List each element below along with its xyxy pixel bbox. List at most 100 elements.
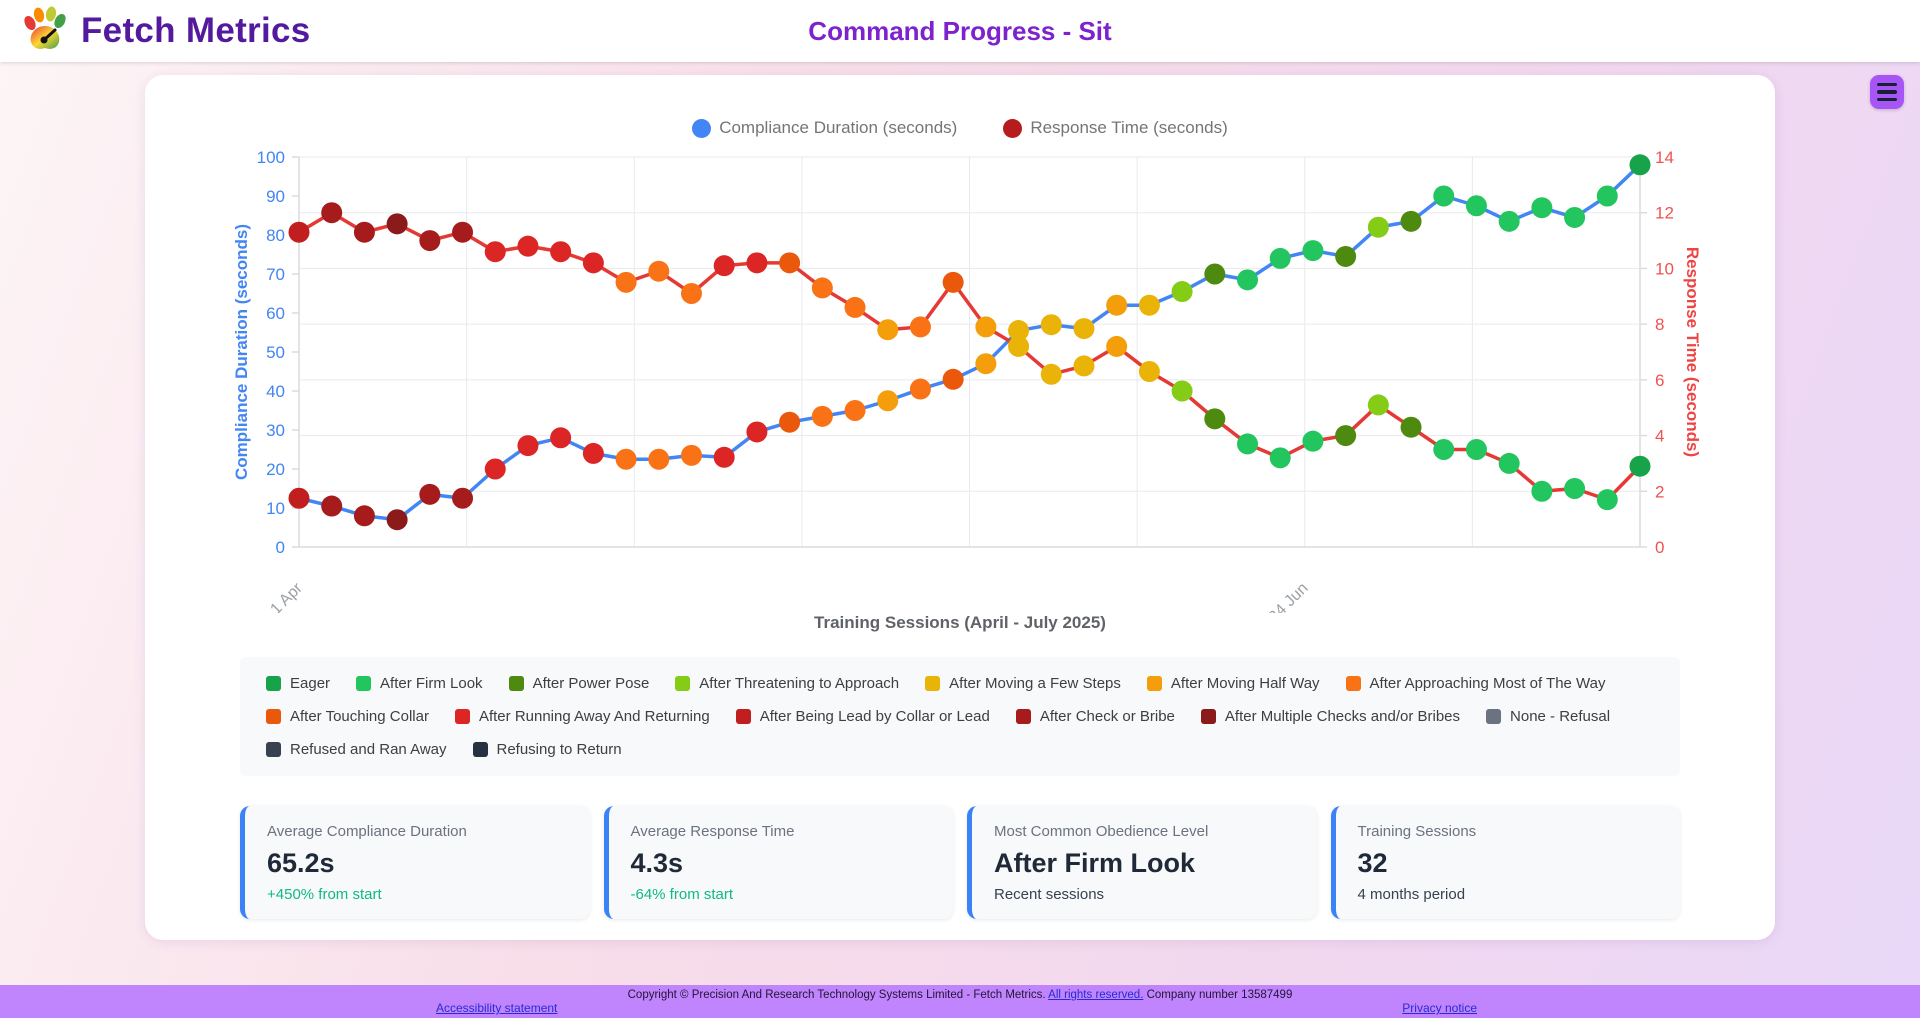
svg-text:4: 4	[1655, 427, 1664, 446]
stat-value: 4.3s	[630, 848, 684, 878]
svg-text:Response Time (seconds): Response Time (seconds)	[1683, 247, 1702, 457]
legend-label: After Running Away And Returning	[478, 708, 710, 725]
stat-card-obedience-level: Most Common Obedience Level After Firm L…	[967, 806, 1317, 919]
legend-label: Compliance Duration (seconds)	[719, 118, 958, 137]
svg-text:100: 100	[257, 148, 285, 167]
svg-text:24 Jun: 24 Jun	[1266, 580, 1312, 613]
legend-swatch-icon	[508, 676, 524, 691]
legend-swatch-icon	[454, 709, 470, 724]
obedience-legend-item[interactable]: Eager	[266, 675, 330, 692]
stat-card-avg-response: Average Response Time 4.3s -64% from sta…	[603, 806, 953, 919]
legend-label: Eager	[290, 675, 331, 692]
obedience-legend-item[interactable]: After Approaching Most of The Way	[1345, 675, 1606, 692]
legend-swatch-icon	[1200, 709, 1216, 724]
footer: Copyright © Precision And Research Techn…	[0, 985, 1920, 1018]
obedience-legend-item[interactable]: After Running Away And Returning	[454, 708, 710, 725]
obedience-legend-item[interactable]: After Firm Look	[356, 675, 483, 692]
obedience-legend-item[interactable]: After Threatening to Approach	[675, 675, 899, 692]
stat-value: 32	[1357, 848, 1388, 878]
brand[interactable]: Fetch Metrics	[22, 6, 311, 57]
svg-text:2: 2	[1655, 482, 1664, 501]
svg-text:8: 8	[1655, 315, 1664, 334]
obedience-legend-item[interactable]: None - Refusal	[1486, 708, 1610, 725]
obedience-legend-item[interactable]: After Power Pose	[508, 675, 650, 692]
legend-swatch-icon	[266, 742, 281, 757]
obedience-legend-item[interactable]: After Check or Bribe	[1015, 708, 1175, 725]
svg-text:30: 30	[266, 421, 285, 440]
legend-label: After Firm Look	[380, 675, 483, 692]
compliance-legend-dot-icon	[692, 118, 712, 138]
obedience-level-legend: Eager After Firm Look After Power Pose Afte…	[240, 657, 1680, 776]
page-background: Compliance Duration (seconds) Response T…	[0, 62, 1920, 985]
svg-text:Compliance Duration (seconds): Compliance Duration (seconds)	[232, 224, 251, 480]
svg-text:12: 12	[1655, 204, 1674, 223]
legend-swatch-icon	[675, 676, 691, 691]
brand-name: Fetch Metrics	[81, 11, 311, 50]
stat-cards-row: Average Compliance Duration 65.2s +450% …	[240, 806, 1680, 919]
response-legend-dot-icon	[1003, 118, 1023, 138]
stat-label: Average Response Time	[630, 823, 795, 840]
stat-label: Most Common Obedience Level	[994, 823, 1209, 840]
legend-item-compliance[interactable]: Compliance Duration (seconds)	[692, 118, 957, 138]
stat-subtext: 4 months period	[1357, 886, 1466, 903]
obedience-legend-item[interactable]: After Being Lead by Collar or Lead	[735, 708, 990, 725]
stat-label: Average Compliance Duration	[267, 823, 467, 840]
legend-label: None - Refusal	[1510, 708, 1611, 725]
svg-text:10: 10	[266, 499, 285, 518]
legend-label: After Approaching Most of The Way	[1369, 675, 1606, 692]
stat-change: -64% from start	[630, 886, 734, 903]
legend-swatch-icon	[356, 676, 372, 691]
stat-subtext: Recent sessions	[994, 886, 1105, 903]
obedience-legend-item[interactable]: After Moving Half Way	[1146, 675, 1320, 692]
content-card: Compliance Duration (seconds) Response T…	[145, 75, 1775, 940]
obedience-legend-item[interactable]: Refused and Ran Away	[266, 741, 447, 758]
all-rights-reserved-link[interactable]: All rights reserved.	[1048, 989, 1144, 1001]
svg-text:10: 10	[1655, 259, 1674, 278]
svg-text:14: 14	[1655, 148, 1674, 167]
obedience-legend-item[interactable]: After Moving a Few Steps	[925, 675, 1121, 692]
svg-text:1 Apr: 1 Apr	[267, 579, 306, 613]
svg-text:90: 90	[266, 187, 285, 206]
svg-text:60: 60	[266, 304, 285, 323]
paw-gauge-logo-icon	[22, 6, 68, 57]
legend-swatch-icon	[1345, 676, 1361, 691]
obedience-legend-item[interactable]: Refusing to Return	[472, 741, 622, 758]
legend-label: After Being Lead by Collar or Lead	[759, 708, 990, 725]
legend-label: After Moving Half Way	[1170, 675, 1320, 692]
legend-swatch-icon	[1015, 709, 1031, 724]
legend-swatch-icon	[735, 709, 751, 724]
legend-item-response[interactable]: Response Time (seconds)	[1003, 118, 1228, 138]
svg-text:0: 0	[276, 538, 285, 557]
legend-label: After Multiple Checks and/or Bribes	[1224, 708, 1461, 725]
legend-swatch-icon	[266, 676, 281, 691]
stat-label: Training Sessions	[1357, 823, 1477, 840]
stat-change: +450% from start	[267, 886, 382, 903]
hamburger-menu-button[interactable]	[1870, 75, 1904, 109]
legend-label: After Power Pose	[532, 675, 650, 692]
privacy-notice-link[interactable]: Privacy notice	[1402, 1001, 1477, 1015]
legend-label: After Moving a Few Steps	[949, 675, 1121, 692]
obedience-legend-item[interactable]: After Touching Collar	[266, 708, 429, 725]
copyright-suffix: Company number 13587499	[1143, 989, 1293, 1001]
legend-label: Refused and Ran Away	[290, 741, 447, 758]
stat-card-avg-compliance: Average Compliance Duration 65.2s +450% …	[240, 806, 590, 919]
accessibility-statement-link[interactable]: Accessibility statement	[436, 1001, 558, 1015]
line-chart-canvas: 0 10 20 30 40 50 60 70 80 90 100 0 2 4 6 8 10 12 14 1 Apr 24…	[232, 148, 1702, 613]
stat-card-training-sessions: Training Sessions 32 4 months period	[1330, 806, 1680, 919]
x-axis-title: Training Sessions (April - July 2025)	[814, 613, 1106, 632]
stat-value: After Firm Look	[994, 848, 1196, 878]
legend-label: Response Time (seconds)	[1030, 118, 1228, 137]
hamburger-icon	[1877, 82, 1897, 87]
legend-label: Refusing to Return	[496, 741, 622, 758]
copyright-prefix: Copyright © Precision And Research Techn…	[627, 989, 1049, 1001]
legend-swatch-icon	[1146, 676, 1162, 691]
svg-text:0: 0	[1655, 538, 1664, 557]
svg-text:20: 20	[266, 460, 285, 479]
legend-label: After Check or Bribe	[1039, 708, 1175, 725]
svg-text:70: 70	[266, 265, 285, 284]
top-bar: Fetch Metrics Command Progress - Sit	[0, 0, 1920, 62]
svg-text:6: 6	[1655, 371, 1664, 390]
obedience-legend-item[interactable]: After Multiple Checks and/or Bribes	[1200, 708, 1461, 725]
legend-swatch-icon	[266, 709, 281, 724]
chart-series-legend: Compliance Duration (seconds) Response T…	[145, 115, 1775, 141]
